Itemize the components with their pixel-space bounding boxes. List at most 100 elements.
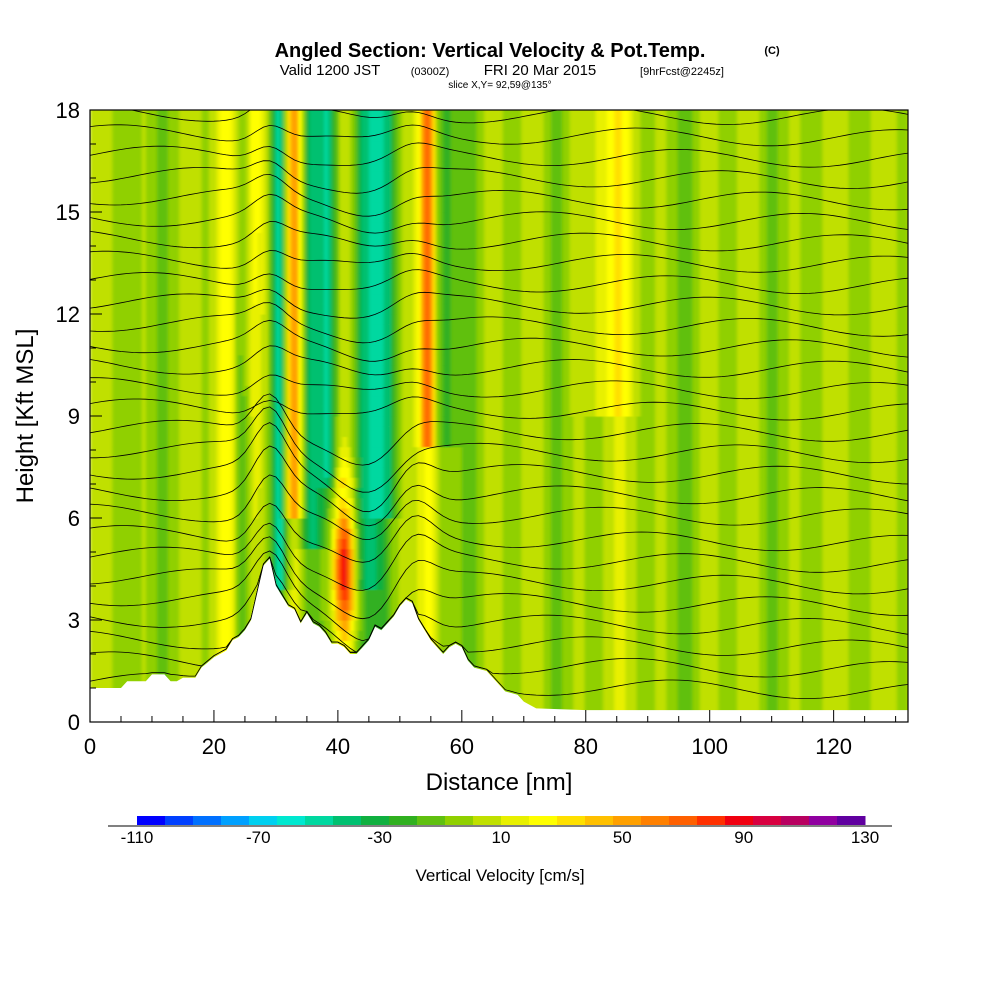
field-cell bbox=[90, 518, 95, 529]
field-cell bbox=[116, 640, 121, 652]
field-cell bbox=[335, 201, 340, 213]
field-cell bbox=[261, 110, 266, 121]
field-cell bbox=[112, 222, 117, 233]
field-cell bbox=[253, 507, 258, 519]
field-cell bbox=[127, 344, 132, 356]
field-cell bbox=[346, 446, 351, 458]
field-cell bbox=[313, 456, 318, 468]
field-cell bbox=[294, 273, 299, 284]
field-cell bbox=[264, 426, 270, 437]
field-cell bbox=[145, 558, 151, 570]
field-cell bbox=[138, 140, 143, 152]
field-cell bbox=[227, 395, 232, 407]
field-cell bbox=[353, 181, 359, 193]
field-cell bbox=[368, 609, 374, 621]
field-cell bbox=[119, 375, 125, 386]
field-cell bbox=[231, 232, 236, 244]
field-cell bbox=[391, 222, 396, 233]
field-cell bbox=[212, 140, 218, 152]
field-cell bbox=[380, 548, 385, 560]
field-cell bbox=[171, 140, 177, 152]
field-cell bbox=[223, 518, 229, 529]
field-cell bbox=[272, 518, 277, 529]
field-cell bbox=[123, 140, 128, 152]
field-cell bbox=[376, 252, 381, 264]
field-cell bbox=[156, 569, 162, 580]
field-cell bbox=[309, 263, 314, 274]
field-cell bbox=[261, 201, 266, 213]
field-cell bbox=[116, 171, 121, 182]
field-cell bbox=[376, 405, 381, 417]
field-cell bbox=[156, 620, 162, 631]
field-cell bbox=[380, 558, 385, 570]
field-cell bbox=[179, 609, 184, 621]
field-cell bbox=[246, 456, 251, 468]
field-cell bbox=[142, 120, 147, 131]
field-cell bbox=[339, 497, 344, 509]
field-cell bbox=[394, 477, 400, 488]
field-cell bbox=[101, 252, 106, 264]
field-cell bbox=[342, 609, 348, 621]
field-cell bbox=[301, 161, 307, 172]
field-cell bbox=[127, 232, 132, 244]
field-cell bbox=[149, 640, 154, 652]
field-cell bbox=[253, 569, 258, 580]
field-cell bbox=[335, 242, 340, 254]
field-cell bbox=[153, 467, 158, 478]
field-cell bbox=[294, 446, 299, 458]
field-cell bbox=[305, 477, 310, 488]
field-cell bbox=[231, 365, 236, 376]
field-cell bbox=[149, 589, 154, 601]
field-cell bbox=[376, 620, 381, 631]
field-cell bbox=[305, 416, 310, 427]
field-cell bbox=[212, 650, 218, 662]
field-cell bbox=[168, 416, 173, 427]
field-cell bbox=[97, 242, 102, 254]
field-cell bbox=[101, 446, 106, 458]
field-cell bbox=[186, 507, 191, 519]
field-cell bbox=[298, 467, 303, 478]
field-cell bbox=[108, 630, 113, 641]
field-cell bbox=[342, 405, 348, 417]
field-cell bbox=[197, 314, 203, 325]
field-cell bbox=[380, 518, 385, 529]
field-cell bbox=[301, 538, 307, 550]
field-cell bbox=[372, 344, 377, 356]
field-cell bbox=[208, 334, 214, 346]
field-cell bbox=[394, 385, 400, 397]
field-cell bbox=[123, 518, 128, 529]
field-cell bbox=[275, 579, 281, 590]
field-cell bbox=[372, 354, 377, 366]
field-cell bbox=[179, 293, 184, 305]
field-cell bbox=[238, 232, 244, 244]
field-cell bbox=[90, 140, 95, 152]
field-cell bbox=[104, 487, 110, 499]
field-cell bbox=[394, 558, 400, 570]
field-cell bbox=[93, 609, 99, 621]
field-cell bbox=[264, 375, 270, 386]
field-cell bbox=[220, 630, 225, 641]
field-cell bbox=[372, 263, 377, 274]
field-cell bbox=[261, 456, 266, 468]
field-cell bbox=[223, 385, 229, 397]
field-cell bbox=[290, 569, 296, 580]
field-cell bbox=[272, 150, 277, 162]
field-cell bbox=[353, 416, 359, 427]
field-cell bbox=[220, 640, 225, 652]
field-cell bbox=[160, 569, 165, 580]
field-cell bbox=[249, 446, 255, 458]
field-cell bbox=[208, 181, 214, 193]
field-cell bbox=[164, 222, 169, 233]
field-cell bbox=[160, 620, 165, 631]
field-cell bbox=[223, 446, 229, 458]
field-cell bbox=[335, 171, 340, 182]
field-cell bbox=[138, 354, 143, 366]
field-cell bbox=[264, 334, 270, 346]
field-cell bbox=[261, 538, 266, 550]
field-cell bbox=[149, 120, 154, 131]
field-cell bbox=[365, 436, 370, 448]
field-cell bbox=[387, 130, 392, 142]
field-cell bbox=[156, 507, 162, 519]
field-cell bbox=[220, 324, 225, 335]
field-cell bbox=[391, 528, 396, 539]
